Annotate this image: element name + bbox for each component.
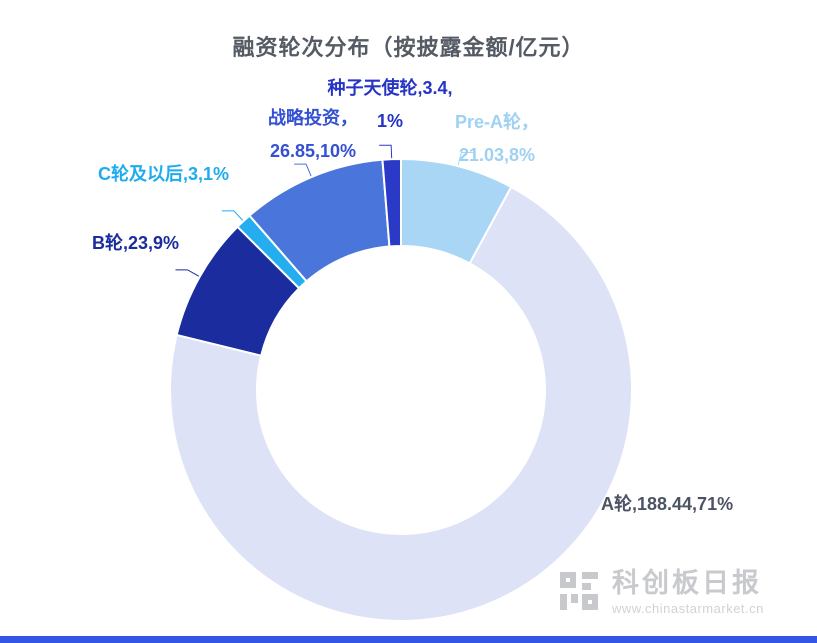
label-pre-a-round: Pre-A轮， 21.03,8% bbox=[422, 106, 572, 172]
label-line: 战略投资， bbox=[268, 108, 358, 128]
donut-segment-2[interactable] bbox=[169, 185, 633, 622]
label-line: 种子天使轮,3.4, bbox=[327, 78, 453, 98]
label-leader-line bbox=[175, 269, 200, 277]
label-line: Pre-A轮， bbox=[454, 112, 539, 132]
publisher-logo-icon bbox=[560, 572, 598, 610]
label-line: 26.85,10% bbox=[269, 141, 357, 161]
label-strategic-investment: 战略投资， 26.85,10% bbox=[238, 102, 388, 168]
label-leader-line bbox=[379, 144, 393, 159]
label-b-round: B轮,23,9% bbox=[92, 233, 180, 253]
label-line: 21.03,8% bbox=[458, 145, 536, 165]
chart-title: 融资轮次分布（按披露金额/亿元） bbox=[232, 35, 585, 60]
bottom-accent-bar bbox=[0, 636, 817, 643]
label-c-round-and-later: C轮及以后,3,1% bbox=[98, 164, 230, 184]
label-seed-angel-round: 种子天使轮,3.4, 1% bbox=[310, 72, 470, 138]
label-a-round: A轮,188.44,71% bbox=[601, 494, 734, 514]
donut-segment-6[interactable] bbox=[381, 157, 402, 248]
label-leader-line bbox=[221, 210, 244, 221]
publisher-name: 科创板日报 bbox=[612, 568, 762, 598]
publisher-url: www.chinastarmarket.cn bbox=[612, 601, 764, 616]
label-leader-line bbox=[294, 163, 312, 177]
publisher-watermark: 科创板日报 www.chinastarmarket.cn bbox=[556, 568, 764, 616]
label-leader-line bbox=[457, 152, 474, 166]
publisher-text-block: 科创板日报 www.chinastarmarket.cn bbox=[612, 568, 764, 616]
label-line: 1% bbox=[376, 111, 403, 131]
